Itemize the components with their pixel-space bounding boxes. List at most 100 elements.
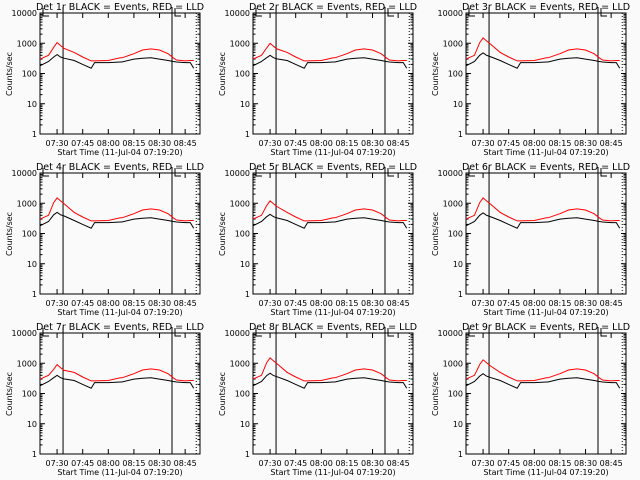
y-tick-label: 10 [27,260,37,269]
x-tick-label: 08:45 [174,139,197,148]
y-axis-label: Counts/sec [431,52,440,96]
series-lld-line [252,42,407,62]
x-axis-label: Start Time (11-Jul-04 07:19:20) [57,468,182,477]
y-axis-label: Counts/sec [218,52,227,96]
y-axis-label: Counts/sec [5,372,14,416]
x-axis-label: Start Time (11-Jul-04 07:19:20) [57,308,182,317]
x-tick-label: 07:45 [71,459,94,468]
series-lld-line [39,41,194,62]
y-tick-label: 100 [22,230,37,239]
y-tick-label: 1 [458,450,463,459]
panel-title: Det 4r BLACK = Events, RED = LLD [36,162,204,173]
y-tick-label: 10000 [438,169,463,178]
x-tick-label: 07:30 [259,139,282,148]
series-events-line [465,52,621,69]
y-tick-label: 10 [453,100,463,109]
panel-title: Det 9r BLACK = Events, RED = LLD [462,322,630,333]
series-events-line [252,372,408,389]
x-tick-label: 08:00 [523,139,546,148]
bracket-mark [174,168,181,177]
bracket-mark [468,328,475,337]
x-tick-label: 08:30 [574,299,597,308]
x-tick-label: 08:15 [548,459,571,468]
y-tick-label: 10000 [225,169,250,178]
x-tick-label: 08:45 [387,139,410,148]
panel-det-9: Det 9r BLACK = Events, RED = LLD 1 10 100 10… [431,322,630,477]
y-tick-label: 1 [458,290,463,299]
y-axis-label: Counts/sec [5,212,14,256]
series-events-line [465,212,621,229]
series-lld-line [465,359,620,382]
series-events-line [39,211,195,229]
x-axis-label: Start Time (11-Jul-04 07:19:20) [483,148,608,157]
bracket-mark [255,328,262,337]
y-tick-label: 10 [240,100,250,109]
bracket-mark [255,8,262,17]
y-tick-label: 100 [448,390,463,399]
bracket-mark [42,328,49,337]
x-tick-label: 08:30 [148,139,171,148]
bracket-mark [42,168,49,177]
panel-det-7: Det 7r BLACK = Events, RED = LLD 1 10 100 10… [5,322,204,477]
x-axis-label: Start Time (11-Jul-04 07:19:20) [270,148,395,157]
y-tick-label: 1000 [230,359,250,368]
x-tick-label: 08:45 [600,299,623,308]
x-tick-label: 07:45 [284,139,307,148]
y-tick-label: 1 [245,130,250,139]
x-tick-label: 08:00 [310,299,333,308]
x-tick-label: 08:30 [148,459,171,468]
panel-det-4: Det 4r BLACK = Events, RED = LLD 1 10 100 10… [5,162,204,317]
bracket-mark [387,168,394,177]
bracket-mark [255,168,262,177]
x-tick-label: 08:30 [361,299,384,308]
series-lld-line [39,363,194,382]
y-tick-label: 1 [32,130,37,139]
series-lld-line [465,197,620,222]
x-tick-label: 07:30 [259,459,282,468]
x-tick-label: 08:15 [335,459,358,468]
y-tick-label: 10 [27,100,37,109]
bracket-mark [42,8,49,17]
panel-title: Det 6r BLACK = Events, RED = LLD [462,162,630,173]
y-axis-label: Counts/sec [431,372,440,416]
bracket-mark [468,168,475,177]
x-tick-label: 07:45 [497,139,520,148]
x-tick-label: 07:30 [46,299,69,308]
y-tick-label: 1 [245,450,250,459]
panel-det-6: Det 6r BLACK = Events, RED = LLD 1 10 100 10… [431,162,630,317]
y-tick-label: 10 [240,260,250,269]
y-tick-label: 10000 [438,9,463,18]
x-tick-label: 07:45 [284,459,307,468]
x-tick-label: 07:45 [284,299,307,308]
y-axis-label: Counts/sec [5,52,14,96]
x-tick-label: 08:00 [310,139,333,148]
panel-title: Det 3r BLACK = Events, RED = LLD [462,2,630,13]
x-tick-label: 08:30 [574,459,597,468]
plot-frame [39,172,201,295]
x-tick-label: 08:15 [122,459,145,468]
y-axis-label: Counts/sec [218,212,227,256]
panel-det-5: Det 5r BLACK = Events, RED = LLD 1 10 100 10… [218,162,417,317]
plot-frame [252,332,414,455]
x-tick-label: 07:30 [472,459,495,468]
y-axis-label: Counts/sec [218,372,227,416]
bracket-mark [600,168,607,177]
y-tick-label: 10000 [12,169,37,178]
x-axis-label: Start Time (11-Jul-04 07:19:20) [270,468,395,477]
x-tick-label: 08:45 [174,459,197,468]
series-lld-line [252,357,407,382]
x-tick-label: 07:30 [259,299,282,308]
y-axis-label: Counts/sec [431,212,440,256]
y-tick-label: 10000 [225,9,250,18]
x-tick-label: 07:45 [497,299,520,308]
y-tick-label: 1000 [230,199,250,208]
y-tick-label: 100 [22,390,37,399]
y-tick-label: 100 [448,70,463,79]
x-tick-label: 08:30 [361,459,384,468]
x-tick-label: 07:30 [46,459,69,468]
panel-title: Det 2r BLACK = Events, RED = LLD [249,2,417,13]
series-events-line [39,53,195,69]
x-axis-label: Start Time (11-Jul-04 07:19:20) [270,308,395,317]
x-tick-label: 08:00 [97,459,120,468]
x-tick-label: 07:45 [71,139,94,148]
